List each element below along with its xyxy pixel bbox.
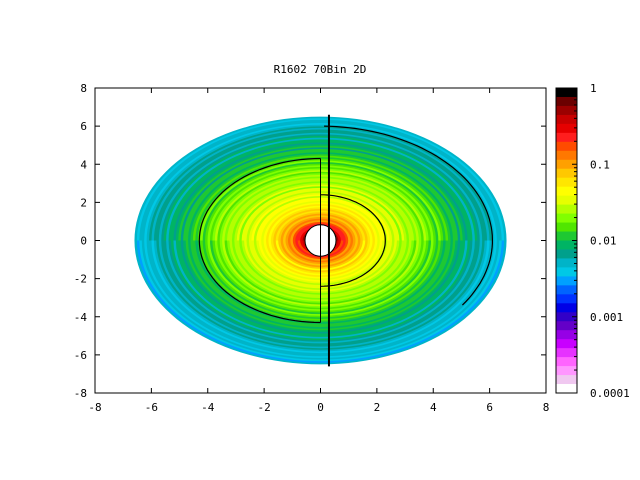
y-tick-label: -2 xyxy=(74,273,87,286)
y-tick-label: 2 xyxy=(80,196,87,209)
colorbar-swatch xyxy=(556,88,577,98)
x-tick-label: -2 xyxy=(258,401,271,414)
axes: -8 -6 -4 -2 0 2 4 6 8 -8 -6 -4 -2 0 2 4 6 8 xyxy=(74,82,550,414)
colorbar: 1 0.1 0.01 0.001 0.0001 xyxy=(555,82,630,400)
y-tick-label: 4 xyxy=(80,158,87,171)
colorbar-swatch xyxy=(556,132,577,143)
x-tick-label: -4 xyxy=(201,401,215,414)
colorbar-swatch xyxy=(556,330,577,340)
colorbar-swatch xyxy=(556,339,577,349)
x-tick-label: 6 xyxy=(486,401,493,414)
colorbar-swatch xyxy=(556,186,577,197)
colorbar-swatch xyxy=(556,141,577,152)
colorbar-swatch xyxy=(556,249,577,259)
colorbar-swatch xyxy=(556,375,577,385)
colorbar-tick-label: 0.1 xyxy=(590,158,610,171)
colorbar-swatch xyxy=(556,294,577,304)
colorbar-swatch xyxy=(556,258,577,268)
contour-lines xyxy=(198,114,493,367)
colorbar-swatch xyxy=(556,240,577,250)
colorbar-swatch xyxy=(556,204,577,215)
contour-left xyxy=(198,157,321,324)
contour-right xyxy=(320,194,386,287)
colorbar-swatch xyxy=(556,321,577,331)
colorbar-swatch xyxy=(556,312,577,322)
colorbar-swatch xyxy=(556,357,577,367)
contour-outer xyxy=(324,125,493,306)
x-tick-label: -6 xyxy=(145,401,158,414)
y-tick-label: 0 xyxy=(80,235,87,248)
colorbar-tick-label: 0.0001 xyxy=(590,387,630,400)
colorbar-swatch xyxy=(556,159,577,170)
x-tick-label: 8 xyxy=(543,401,550,414)
y-tick-label: -4 xyxy=(74,311,88,324)
colorbar-swatch xyxy=(556,276,577,286)
y-tick-label: -6 xyxy=(74,349,87,362)
y-tick-label: 8 xyxy=(80,82,87,95)
y-tick-label: -8 xyxy=(74,387,87,400)
colorbar-swatch xyxy=(556,213,577,224)
colorbar-swatch xyxy=(556,168,577,179)
x-tick-label: 2 xyxy=(374,401,381,414)
colorbar-swatch xyxy=(556,150,577,161)
colorbar-swatch xyxy=(556,384,577,394)
colorbar-swatch xyxy=(556,285,577,295)
colorbar-swatch xyxy=(556,366,577,376)
colorbar-tick-label: 0.001 xyxy=(590,311,623,324)
colorbar-swatch xyxy=(556,231,577,241)
y-tick-label: 6 xyxy=(80,120,87,133)
x-tick-label: 0 xyxy=(317,401,324,414)
colorbar-tick-label: 1 xyxy=(590,82,597,95)
colorbar-swatch xyxy=(556,177,577,188)
x-tick-label: -8 xyxy=(88,401,101,414)
colorbar-swatch xyxy=(556,123,577,134)
colorbar-swatch xyxy=(556,96,577,107)
colorbar-swatch xyxy=(556,348,577,358)
x-tick-label: 4 xyxy=(430,401,437,414)
colorbar-swatch xyxy=(556,267,577,277)
colorbar-tick-label: 0.01 xyxy=(590,235,617,248)
colorbar-swatch xyxy=(556,195,577,206)
chart-title: R1602 70Bin 2D xyxy=(274,63,367,76)
colorbar-swatch xyxy=(556,105,577,116)
colorbar-swatch xyxy=(556,114,577,125)
colorbar-swatch xyxy=(556,222,577,233)
colorbar-swatch xyxy=(556,303,577,313)
